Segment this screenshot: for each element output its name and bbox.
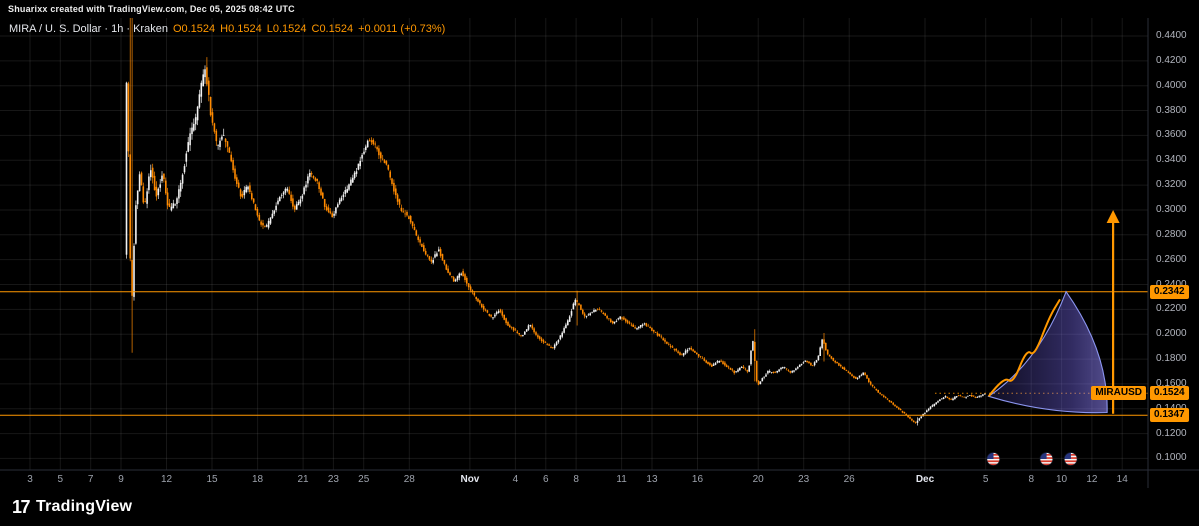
- time-axis-label: 20: [752, 474, 764, 485]
- candlestick-series: [125, 18, 986, 426]
- time-axis-label: 12: [160, 474, 173, 485]
- event-markers[interactable]: [986, 452, 1077, 466]
- price-axis-label: 0.2800: [1156, 228, 1187, 240]
- time-axis-label: 11: [616, 474, 627, 485]
- footer-bar: 17 TradingView: [0, 488, 1199, 526]
- time-axis-label: 28: [403, 474, 415, 485]
- time-axis-label: Nov: [460, 474, 480, 485]
- price-axis-label: 0.2600: [1156, 253, 1187, 265]
- price-change: +0.0011 (+0.73%): [358, 23, 446, 35]
- current-price-label: 0.1524: [1150, 386, 1189, 401]
- time-axis-label: 8: [573, 474, 579, 485]
- time-axis-label: 6: [542, 474, 549, 485]
- attribution-text: Shuarixx created with TradingView.com, D…: [8, 4, 295, 14]
- time-axis-label: 23: [798, 474, 810, 485]
- time-axis-label: 14: [1116, 474, 1128, 485]
- time-axis-label: 3: [27, 474, 33, 485]
- ohlc-low: L0.1524: [266, 23, 307, 35]
- tradingview-logo-icon: 17: [12, 496, 31, 517]
- time-axis-label: 8: [1028, 474, 1034, 485]
- price-axis-label: 0.3200: [1156, 179, 1187, 191]
- time-axis-label: 23: [327, 474, 339, 485]
- time-axis-label: 4: [512, 474, 519, 485]
- time-axis-label: 16: [691, 474, 704, 485]
- price-axis-label: 0.2000: [1156, 328, 1187, 340]
- price-axis[interactable]: 0.4400 0.4200 0.4000 0.3800 0.3600 0.3400 0.32…: [1148, 18, 1199, 470]
- price-axis-label: 0.3400: [1156, 154, 1187, 166]
- price-axis-label: 0.4400: [1156, 30, 1187, 41]
- time-axis-label: 12: [1086, 474, 1098, 485]
- symbol-price-tag: MIRAUSD: [1091, 386, 1146, 401]
- price-axis-label: 0.3800: [1156, 104, 1187, 116]
- time-axis-label: Dec: [915, 474, 935, 485]
- time-axis-label: 5: [982, 474, 989, 485]
- price-axis-label: 0.2400: [1156, 279, 1187, 291]
- us-flag-event-icon[interactable]: [986, 452, 1000, 466]
- tradingview-logo[interactable]: 17 TradingView: [12, 497, 132, 518]
- time-axis-label: 25: [358, 474, 370, 485]
- price-axis-label: 0.3600: [1156, 129, 1187, 141]
- level-price-label: 0.2342: [1150, 284, 1189, 299]
- price-axis-label: 0.4000: [1156, 79, 1187, 91]
- price-axis-label: 0.1000: [1156, 452, 1187, 464]
- price-axis-label: 0.1400: [1156, 403, 1187, 415]
- price-axis-label: 0.4200: [1156, 54, 1187, 66]
- price-axis-label: 0.2200: [1156, 303, 1187, 315]
- time-axis-label: 7: [87, 474, 94, 485]
- ohlc-close: C0.1524: [311, 23, 354, 35]
- price-axis-label: 0.1200: [1156, 427, 1187, 439]
- time-axis-label: 26: [843, 474, 855, 485]
- price-axis-label: 0.1800: [1156, 353, 1187, 365]
- price-axis-label: 0.3000: [1156, 203, 1187, 215]
- up-arrow-annotation[interactable]: [1106, 210, 1120, 414]
- time-axis[interactable]: 3 5 7 9 12 15 18 21 23 25 28 Nov 4 6 8 11 13 16 20 23 26 Dec 5…: [0, 470, 1148, 488]
- time-axis-label: 21: [297, 474, 309, 485]
- price-axis-label: 0.1600: [1156, 377, 1187, 389]
- grid-lines: [0, 18, 1148, 470]
- horizontal-level-lines[interactable]: [0, 291, 1148, 416]
- ohlc-open: O0.1524: [172, 23, 216, 35]
- us-flag-event-icon[interactable]: [1039, 452, 1053, 466]
- time-axis-label: 18: [251, 474, 264, 485]
- ohlc-high: H0.1524: [220, 23, 262, 35]
- projection-fan-drawing[interactable]: [987, 290, 1108, 414]
- symbol-title[interactable]: MIRA / U. S. Dollar · 1h · Kraken: [9, 23, 168, 35]
- tradingview-logo-text: TradingView: [36, 498, 133, 515]
- time-axis-label: 9: [118, 474, 124, 485]
- us-flag-event-icon[interactable]: [1064, 452, 1078, 466]
- time-axis-label: 5: [57, 474, 64, 485]
- time-axis-label: 10: [1055, 474, 1068, 485]
- chart-legend: MIRA / U. S. Dollar · 1h · Kraken O0.152…: [9, 23, 445, 35]
- time-axis-label: 13: [646, 474, 658, 485]
- level-price-label: 0.1347: [1150, 408, 1189, 423]
- time-axis-label: 15: [206, 474, 218, 485]
- projection-wave-line: [987, 298, 1061, 397]
- attribution-bar: Shuarixx created with TradingView.com, D…: [0, 0, 1199, 18]
